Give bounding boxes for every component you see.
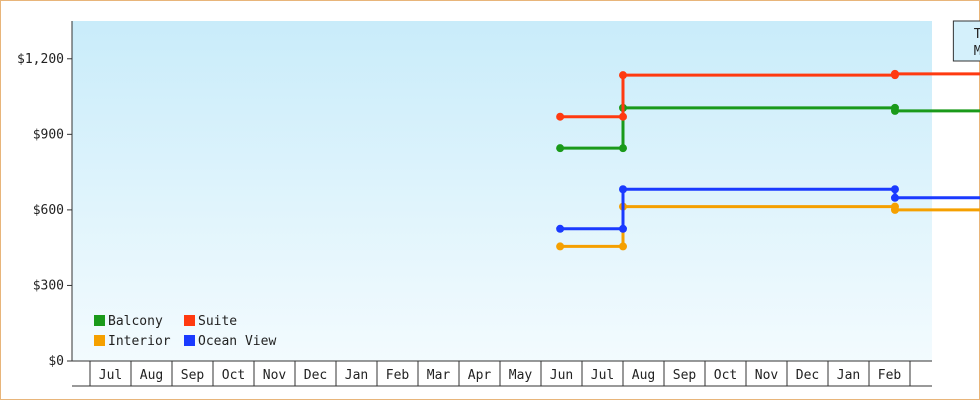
legend-swatch-suite bbox=[184, 315, 195, 326]
legend-label-interior: Interior bbox=[108, 334, 171, 349]
legend-swatch-ocean-view bbox=[184, 335, 195, 346]
plot-area bbox=[72, 21, 932, 361]
today-label: Today bbox=[974, 27, 980, 42]
balcony-point bbox=[556, 144, 565, 153]
x-tick-label: Oct bbox=[222, 368, 245, 383]
ocean-view-point bbox=[556, 224, 565, 233]
ocean-view-point bbox=[890, 193, 899, 202]
legend-swatch-balcony bbox=[94, 315, 105, 326]
x-tick-label: Oct bbox=[714, 368, 737, 383]
y-tick-label: $900 bbox=[33, 127, 64, 142]
x-tick-label: May bbox=[509, 368, 533, 383]
x-tick-label: Sep bbox=[673, 368, 697, 383]
balcony-point bbox=[619, 144, 627, 153]
x-tick-label: Apr bbox=[468, 368, 492, 383]
legend-swatch-interior bbox=[94, 335, 105, 346]
balcony-point bbox=[890, 106, 899, 115]
legend-label-suite: Suite bbox=[198, 314, 237, 329]
ocean-view-point bbox=[619, 224, 627, 233]
suite-point bbox=[890, 69, 899, 78]
suite-point bbox=[619, 112, 627, 121]
x-tick-label: Dec bbox=[796, 368, 819, 383]
today-date-label: May 2 bbox=[974, 44, 980, 59]
y-tick-label: $600 bbox=[33, 203, 64, 218]
x-tick-label: Jan bbox=[837, 368, 860, 383]
x-tick-label: Jun bbox=[550, 368, 573, 383]
x-tick-label: Aug bbox=[140, 368, 163, 383]
interior-point bbox=[890, 205, 899, 214]
x-tick-label: Aug bbox=[632, 368, 655, 383]
ocean-view-point bbox=[619, 185, 627, 194]
x-tick-label: Dec bbox=[304, 368, 327, 383]
x-tick-label: Jul bbox=[99, 368, 122, 383]
y-tick-label: $300 bbox=[33, 278, 64, 293]
x-tick-label: Mar bbox=[427, 368, 451, 383]
interior-point bbox=[619, 242, 627, 251]
x-tick-label: Nov bbox=[263, 368, 287, 383]
balcony-history-line bbox=[560, 106, 980, 150]
suite-point bbox=[556, 112, 565, 121]
ocean-view-history-line bbox=[560, 187, 980, 231]
y-tick-label: $1,200 bbox=[17, 52, 64, 67]
today-box bbox=[952, 20, 980, 62]
suite-history-line bbox=[560, 72, 980, 119]
x-tick-label: Feb bbox=[878, 368, 902, 383]
x-tick-label: Sep bbox=[181, 368, 205, 383]
y-tick-label: $0 bbox=[48, 354, 64, 369]
x-tick-label: Jan bbox=[345, 368, 368, 383]
x-tick-label: Feb bbox=[386, 368, 410, 383]
x-tick-label: Nov bbox=[755, 368, 779, 383]
ocean-view-point bbox=[890, 185, 899, 194]
legend-label-balcony: Balcony bbox=[108, 314, 163, 329]
suite-point bbox=[619, 71, 627, 80]
legend-label-ocean-view: Ocean View bbox=[198, 334, 276, 349]
interior-history-line bbox=[560, 205, 980, 248]
interior-point bbox=[556, 242, 565, 251]
x-tick-label: Jul bbox=[591, 368, 614, 383]
